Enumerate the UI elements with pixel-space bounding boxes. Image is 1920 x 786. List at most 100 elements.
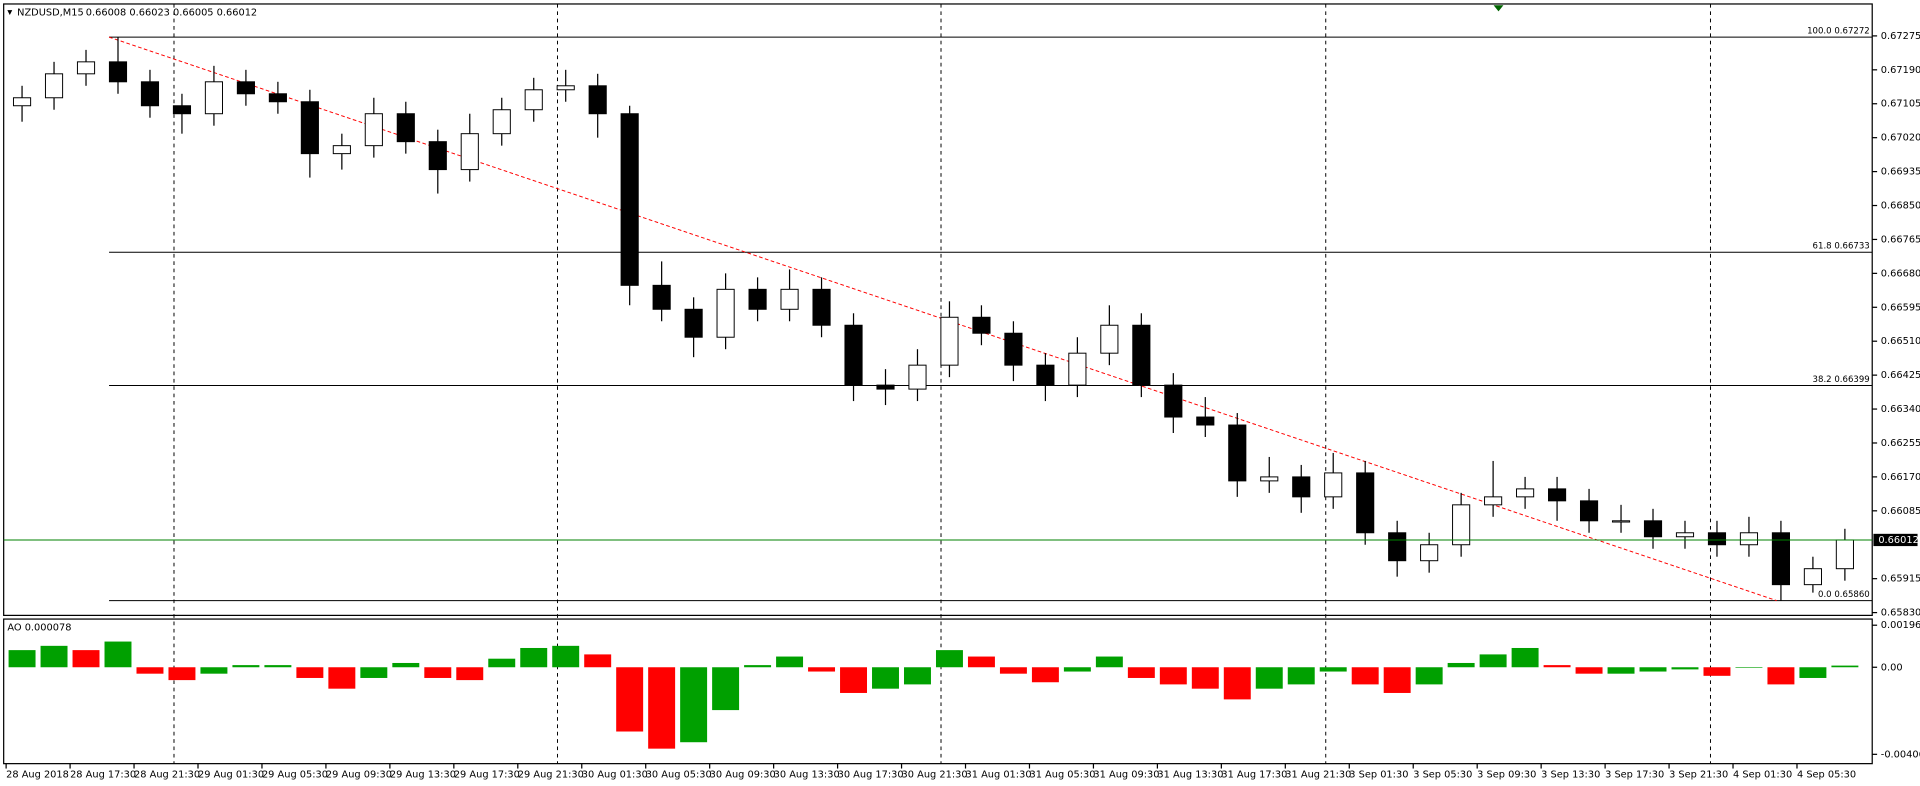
y-tick-label: 0.67275 [1881, 31, 1920, 42]
x-tick-label: 29 Aug 21:30 [518, 770, 584, 781]
candle-body [876, 384, 895, 390]
candle-body [1579, 500, 1599, 522]
ao-bar [1287, 667, 1315, 685]
ao-bar [712, 667, 740, 711]
x-tick-label: 30 Aug 21:30 [902, 770, 968, 781]
ao-bar [1511, 647, 1539, 668]
candle-body [1292, 476, 1311, 498]
candle-body [1739, 532, 1759, 546]
y-tick-label: 0.66255 [1881, 438, 1920, 449]
y-tick-label: 0.67105 [1881, 99, 1920, 110]
x-tick-label: 29 Aug 17:30 [454, 770, 520, 781]
ao-panel [3, 618, 1873, 765]
candle-body [236, 81, 255, 95]
ao-bar [584, 654, 612, 668]
ao-bar [680, 667, 708, 743]
ao-bar [1063, 667, 1091, 672]
ao-bar [967, 656, 995, 668]
y-tick-label: 0.65830 [1881, 608, 1920, 619]
x-tick-label: 31 Aug 13:30 [1157, 770, 1223, 781]
ao-bar [1735, 667, 1763, 668]
ao-bar [1383, 667, 1411, 693]
candle-body [1068, 352, 1087, 386]
x-tick-label: 30 Aug 01:30 [582, 770, 648, 781]
candle-body [748, 288, 767, 310]
x-tick-label: 29 Aug 09:30 [326, 770, 392, 781]
candle-body [204, 81, 223, 115]
x-tick-label: 30 Aug 13:30 [774, 770, 840, 781]
symbol: NZDUSD,M15 [17, 8, 84, 19]
ao-bar [999, 667, 1027, 674]
ao-bar [328, 667, 356, 689]
ao-bar [136, 667, 164, 674]
ao-bar [1447, 662, 1475, 668]
marker [1493, 5, 1504, 12]
ao-bar [1703, 667, 1731, 676]
candle-body [1516, 488, 1535, 498]
menu-arrow [7, 10, 13, 16]
x-tick-label: 28 Aug 2018 [6, 770, 69, 781]
candle-body [812, 288, 831, 326]
x-tick-label: 3 Sep 09:30 [1477, 770, 1536, 781]
ao-bar [424, 667, 452, 678]
candle-body [1100, 324, 1119, 354]
fib-label: 61.8 0.66733 [1813, 242, 1870, 252]
ao-bar [1799, 667, 1827, 678]
candle-body [1196, 416, 1215, 426]
ao-bar [1671, 667, 1699, 670]
ao-bar [1575, 667, 1603, 674]
day-separators [173, 3, 1711, 764]
ao-bar [296, 667, 324, 678]
candle-body [1004, 332, 1023, 366]
ao-bar [104, 641, 132, 668]
ao-bar [1095, 656, 1123, 668]
ao-bar [744, 665, 772, 668]
x-tick-label: 3 Sep 05:30 [1413, 770, 1472, 781]
candle-body [780, 288, 799, 310]
candle-body [652, 284, 671, 310]
candle-body [620, 113, 639, 286]
y-tick-label: 0.66340 [1881, 404, 1920, 415]
y-tick-label: 0.66765 [1881, 234, 1920, 245]
candle-body [556, 85, 575, 91]
candle-body [1356, 472, 1375, 534]
ao-bar [1639, 667, 1667, 672]
ao-bar [360, 667, 388, 678]
ao-bar [616, 667, 644, 732]
candle-body [1707, 532, 1727, 546]
current-price-label: 0.66012 [1878, 535, 1919, 546]
ao-bar [1351, 667, 1379, 685]
ao-bar [1255, 667, 1283, 689]
candle-body [140, 81, 160, 107]
x-tick-label: 29 Aug 01:30 [198, 770, 264, 781]
candle-body [428, 141, 447, 171]
candle-body [1835, 539, 1854, 570]
candle-body [108, 61, 128, 83]
x-tick-label: 4 Sep 05:30 [1797, 770, 1856, 781]
x-tick-label: 30 Aug 05:30 [646, 770, 712, 781]
y-tick-label: 0.66935 [1881, 167, 1920, 178]
x-tick-label: 4 Sep 01:30 [1733, 770, 1792, 781]
ao-bar [1607, 667, 1635, 674]
ao-bar [872, 667, 899, 689]
candle-body [844, 324, 863, 386]
x-tick-label: 30 Aug 17:30 [838, 770, 904, 781]
fib-label: 38.2 0.66399 [1813, 375, 1870, 385]
candle-body [1132, 324, 1151, 386]
ao-bar [1127, 667, 1155, 678]
candle-body [1452, 504, 1471, 546]
x-tick-label: 3 Sep 17:30 [1605, 770, 1664, 781]
ao-bar [1543, 665, 1571, 668]
x-tick-label: 3 Sep 13:30 [1541, 770, 1600, 781]
ao-bar [808, 667, 836, 672]
y-tick-label: 0.66085 [1881, 506, 1920, 517]
ao-bar [904, 667, 931, 685]
ao-bar [1767, 667, 1795, 685]
candle-body [364, 113, 383, 147]
x-tick-label: 29 Aug 13:30 [390, 770, 456, 781]
candle-body [1420, 544, 1439, 562]
candle-body [12, 97, 32, 107]
ao-bar [488, 658, 516, 668]
fib-label: 0.0 0.65860 [1818, 590, 1870, 600]
